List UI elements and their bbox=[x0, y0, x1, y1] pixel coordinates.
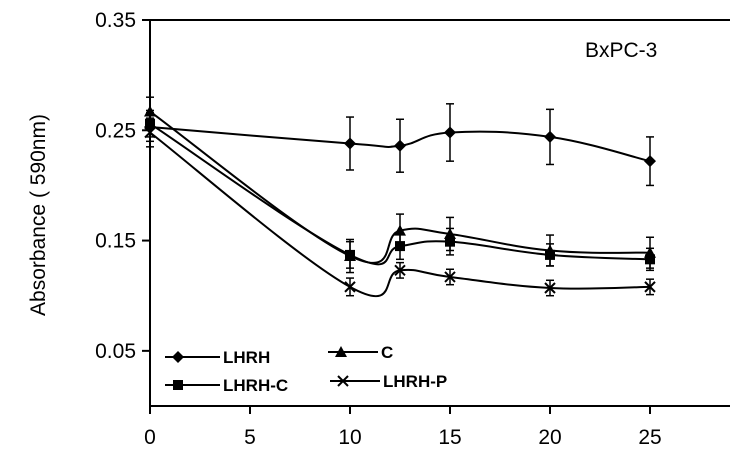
series-lhrh-c bbox=[145, 109, 655, 272]
plot-area bbox=[149, 19, 730, 407]
series-line bbox=[149, 131, 651, 298]
data-point bbox=[644, 155, 656, 168]
series-layer bbox=[144, 96, 656, 298]
legend-marker bbox=[172, 351, 184, 363]
legend-item-lhrh-p: LHRH-P bbox=[330, 372, 447, 391]
data-point bbox=[345, 249, 355, 260]
y-tick-label: 0.25 bbox=[95, 119, 136, 142]
data-point bbox=[144, 126, 156, 139]
legend-label: C bbox=[381, 343, 393, 362]
legend: LHRH C LHRH-C LHRH-P bbox=[165, 343, 447, 395]
series-line bbox=[149, 110, 651, 264]
data-point bbox=[644, 281, 656, 293]
marker-stroke bbox=[444, 271, 456, 283]
data-point bbox=[545, 249, 555, 260]
marker-stroke bbox=[644, 281, 656, 293]
data-point bbox=[544, 130, 556, 143]
data-point bbox=[444, 271, 456, 283]
legend-label: LHRH bbox=[223, 348, 270, 367]
series-line bbox=[149, 122, 651, 266]
data-point bbox=[344, 137, 356, 150]
data-point bbox=[544, 282, 556, 294]
x-tick-label: 10 bbox=[338, 426, 361, 449]
y-tick-label: 0.15 bbox=[95, 230, 136, 253]
legend-marker bbox=[337, 375, 349, 387]
data-point bbox=[394, 264, 406, 277]
axis-ticks: 0.05 0.15 0.25 0.35 0 5 10 15 20 25 bbox=[95, 9, 662, 449]
x-tick-label: 15 bbox=[438, 426, 461, 449]
y-tick-label: 0.35 bbox=[95, 9, 136, 32]
data-point bbox=[444, 126, 456, 139]
legend-marker bbox=[335, 346, 347, 357]
data-point bbox=[395, 241, 405, 252]
y-tick-label: 0.05 bbox=[95, 340, 136, 363]
legend-item-lhrh: LHRH bbox=[165, 348, 270, 367]
x-tick-label: 20 bbox=[538, 426, 561, 449]
y-axis-title: Absorbance ( 590nm) bbox=[27, 114, 50, 316]
series-line bbox=[149, 125, 651, 163]
data-point bbox=[645, 254, 655, 265]
marker-stroke bbox=[337, 375, 349, 387]
marker-stroke bbox=[394, 264, 406, 277]
annotation-label: BxPC-3 bbox=[585, 39, 657, 62]
data-point bbox=[445, 236, 455, 247]
legend-item-lhrh-c: LHRH-C bbox=[165, 376, 288, 395]
legend-item-c: C bbox=[328, 343, 393, 362]
x-tick-label: 0 bbox=[144, 426, 156, 449]
data-point bbox=[394, 139, 406, 152]
legend-label: LHRH-P bbox=[383, 372, 447, 391]
x-tick-label: 5 bbox=[244, 426, 256, 449]
data-point bbox=[344, 281, 356, 293]
marker-stroke bbox=[544, 282, 556, 294]
legend-marker bbox=[173, 380, 183, 390]
series-lhrh-p bbox=[144, 117, 656, 298]
marker-stroke bbox=[144, 126, 156, 139]
marker-stroke bbox=[344, 281, 356, 293]
legend-label: LHRH-C bbox=[223, 376, 288, 395]
x-tick-label: 25 bbox=[638, 426, 661, 449]
